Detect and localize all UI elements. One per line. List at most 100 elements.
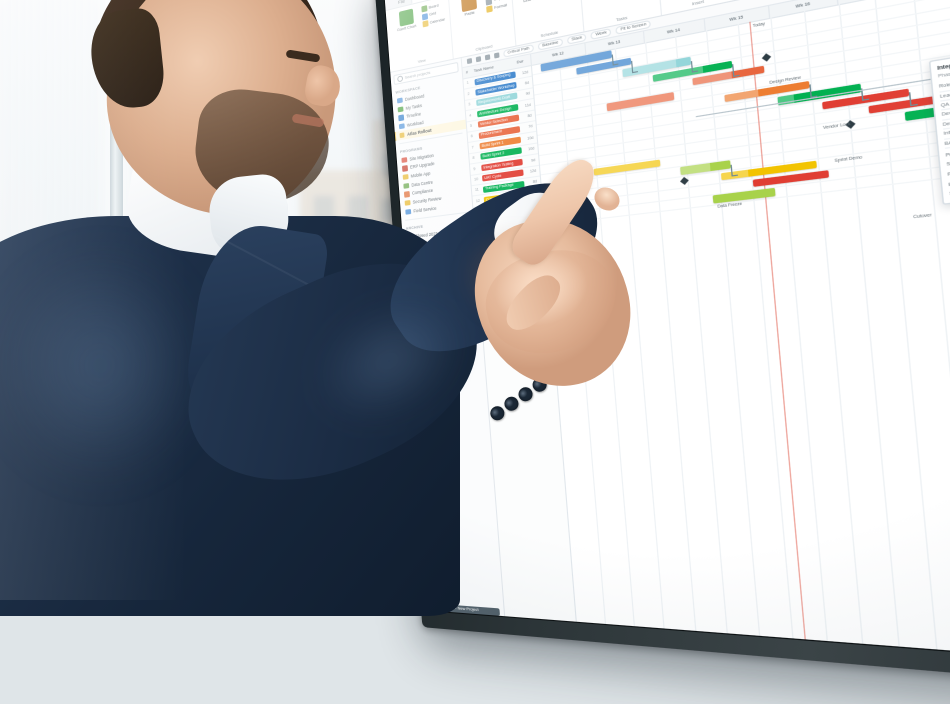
dependency-link bbox=[612, 53, 619, 66]
card-line-label: Request infra bbox=[541, 647, 565, 654]
ribbon-button-paste[interactable]: Paste bbox=[454, 0, 484, 19]
card-line-label: Escalate bbox=[769, 675, 788, 676]
dependency-link bbox=[809, 84, 817, 98]
checkbox[interactable] bbox=[438, 649, 444, 655]
task-duration: 7d bbox=[522, 124, 533, 130]
card-line: Sign-off bbox=[438, 649, 527, 664]
ribbon-group-label: Insert bbox=[692, 0, 705, 8]
card-line-label: Notify QA bbox=[543, 667, 560, 674]
checkbox[interactable] bbox=[440, 669, 446, 675]
sidebar-item-icon bbox=[405, 200, 411, 206]
task-id: 4 bbox=[469, 112, 475, 118]
task-duration: 9d bbox=[524, 157, 535, 163]
card-line: Suite C bbox=[642, 669, 751, 676]
checkbox[interactable] bbox=[760, 673, 768, 676]
sidebar-item-icon bbox=[397, 97, 403, 103]
window-mullion bbox=[110, 0, 123, 470]
bar-label: Cutover bbox=[913, 212, 932, 219]
popup-role: Dev bbox=[942, 119, 950, 128]
card-line: Draft policy bbox=[437, 636, 526, 651]
scroll-to-task-icon[interactable] bbox=[485, 54, 490, 60]
task-id: 14 bbox=[477, 220, 483, 225]
display-screen[interactable]: Projects Hub FileHomeTaskResourceReportP… bbox=[383, 0, 950, 678]
dependency-link bbox=[690, 60, 697, 73]
sidebar-item-icon bbox=[399, 132, 405, 138]
export-icon[interactable] bbox=[494, 52, 500, 58]
checkbox[interactable] bbox=[440, 675, 446, 676]
milestone-marker bbox=[762, 54, 771, 62]
task-id: 11 bbox=[475, 187, 481, 192]
task-duration: 9d bbox=[528, 202, 539, 208]
ribbon-button-link-tasks[interactable]: Link Tasks bbox=[517, 0, 548, 5]
sidebar-item-label: Templates bbox=[416, 240, 435, 247]
search-placeholder: Search projects bbox=[405, 70, 431, 80]
task-duration: 9d bbox=[519, 91, 530, 98]
ribbon-button-gantt-chart[interactable]: Gantt Chart bbox=[392, 7, 420, 33]
task-duration: 10d bbox=[530, 224, 541, 230]
card-line: Suite A bbox=[641, 655, 750, 672]
checkbox[interactable] bbox=[641, 662, 648, 669]
window-mullion bbox=[272, 0, 285, 430]
sidebar-item-icon bbox=[403, 183, 409, 189]
task-duration: 8d bbox=[521, 113, 532, 119]
grid-line bbox=[544, 148, 950, 216]
task-duration: 12d bbox=[525, 169, 536, 175]
task-duration: 12d bbox=[517, 69, 528, 76]
card-line-label: Draft policy bbox=[444, 638, 462, 644]
checkbox[interactable] bbox=[642, 669, 649, 676]
task-id: 2 bbox=[467, 91, 473, 97]
checkbox[interactable] bbox=[437, 637, 443, 643]
checkbox[interactable] bbox=[641, 655, 648, 662]
checkbox[interactable] bbox=[438, 643, 444, 649]
task-id: 10 bbox=[474, 177, 480, 183]
sidebar-item-label: Field Service bbox=[413, 205, 436, 213]
card-line: Review bbox=[438, 643, 527, 658]
list-item[interactable]: Runbook v2OutlineScreens bbox=[436, 659, 532, 676]
project-app[interactable]: Projects Hub FileHomeTaskResourceReportP… bbox=[384, 0, 950, 676]
checkbox[interactable] bbox=[534, 645, 540, 651]
card-line: Notify QA bbox=[536, 665, 634, 676]
task-id: 12 bbox=[476, 198, 482, 203]
card-line-label: Outline bbox=[446, 670, 457, 676]
plant-pot bbox=[354, 448, 414, 492]
task-id: 6 bbox=[471, 134, 477, 140]
task-id: 7 bbox=[472, 144, 478, 150]
checkbox[interactable] bbox=[535, 652, 541, 658]
sidebar-item-icon bbox=[408, 242, 414, 248]
sidebar-item-icon bbox=[403, 174, 409, 180]
column-header: Dur bbox=[517, 58, 528, 65]
dependency-link bbox=[732, 63, 740, 76]
calendar-icon bbox=[422, 20, 428, 27]
card-line-label: Sign-off bbox=[445, 651, 457, 657]
dependency-link bbox=[632, 60, 639, 73]
task-id: 3 bbox=[468, 102, 474, 108]
zoom-in-icon[interactable] bbox=[467, 58, 472, 64]
popup-role: Dev bbox=[942, 109, 950, 118]
desk-object bbox=[0, 448, 41, 490]
popup-role: Infra bbox=[943, 128, 950, 137]
grid-icon bbox=[422, 13, 428, 20]
card-line: Request infra bbox=[534, 645, 632, 661]
checkbox[interactable] bbox=[536, 666, 542, 672]
ribbon-item-label: Grid bbox=[429, 11, 436, 18]
card-line: Escalate bbox=[760, 673, 882, 676]
task-duration: 5d bbox=[527, 191, 538, 197]
format-painter-icon bbox=[486, 5, 493, 13]
sidebar-item-icon bbox=[407, 234, 413, 240]
checkbox[interactable] bbox=[760, 666, 768, 673]
sidebar-item-icon bbox=[398, 115, 404, 121]
zoom-out-icon[interactable] bbox=[476, 56, 481, 62]
building-silhouette bbox=[10, 300, 100, 460]
sidebar-item-icon bbox=[404, 191, 410, 197]
task-id: 13 bbox=[477, 209, 483, 214]
task-duration: 6d bbox=[518, 80, 529, 87]
sidebar-item-label: Atlas Rollout bbox=[407, 127, 432, 137]
card-line: Validate bbox=[535, 658, 633, 674]
task-duration: 8d bbox=[526, 180, 537, 186]
checkbox[interactable] bbox=[535, 659, 541, 665]
